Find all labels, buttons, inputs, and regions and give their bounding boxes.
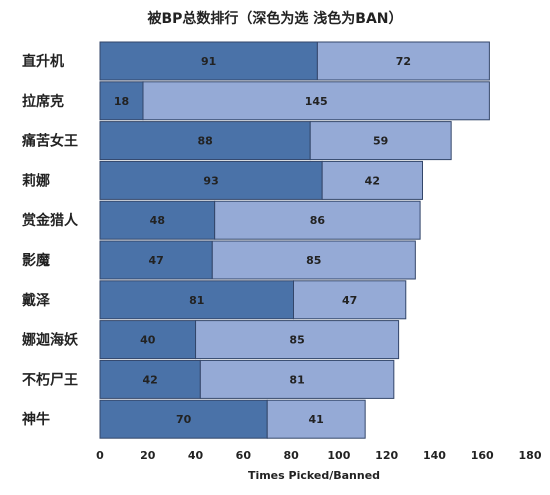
bar-value-label: 48: [150, 214, 165, 227]
x-tick-label: 180: [519, 449, 542, 462]
bar-segment-banned: [266, 399, 366, 439]
x-tick-label: 0: [96, 449, 104, 462]
category-label: 戴泽: [22, 292, 50, 309]
x-tick-label: 120: [375, 449, 398, 462]
category-label: 神牛: [22, 411, 50, 428]
bar-segment-picked: [99, 240, 213, 280]
bar-segment-picked: [99, 200, 216, 240]
bar-value-label: 88: [197, 135, 212, 148]
bar-segment-picked: [99, 399, 268, 439]
category-label: 赏金猎人: [22, 212, 79, 229]
category-label: 不朽尸王: [22, 371, 78, 388]
bar-segment-banned: [214, 200, 421, 240]
bar-value-label: 18: [114, 95, 129, 108]
category-label: 痛苦女王: [21, 133, 78, 150]
bar-segment-picked: [99, 160, 323, 200]
bar-segment-banned: [316, 41, 490, 81]
category-label: 拉席克: [22, 93, 64, 110]
bar-value-label: 42: [365, 174, 380, 187]
bar-value-label: 145: [305, 95, 328, 108]
bar-value-label: 70: [176, 413, 192, 426]
x-tick-label: 160: [471, 449, 494, 462]
category-label: 莉娜: [22, 172, 50, 189]
bar-value-label: 81: [289, 373, 304, 386]
bar-value-label: 85: [289, 334, 304, 347]
category-label: 娜迦海妖: [22, 332, 79, 349]
bar-segment-picked: [99, 280, 294, 320]
bar-value-label: 42: [143, 373, 158, 386]
x-axis-ticks: 0 20 40 60 80 100 120 140 160 180: [96, 449, 542, 462]
x-tick-label: 20: [140, 449, 156, 462]
bar-value-label: 59: [373, 135, 388, 148]
bar-segment-banned: [195, 320, 400, 360]
x-tick-label: 40: [188, 449, 204, 462]
bar-value-label: 47: [148, 254, 163, 267]
category-label: 直升机: [22, 53, 64, 70]
x-tick-label: 80: [283, 449, 299, 462]
bar-segment-picked: [99, 320, 197, 360]
x-tick-label: 140: [423, 449, 446, 462]
bar-value-label: 47: [342, 294, 357, 307]
bar-value-label: 81: [189, 294, 204, 307]
bar-segment-banned: [309, 121, 452, 161]
x-axis-title: Times Picked/Banned: [248, 469, 380, 482]
bar-value-label: 86: [310, 214, 326, 227]
x-tick-label: 60: [236, 449, 252, 462]
bar-value-label: 72: [396, 55, 411, 68]
bar-segment-banned: [293, 280, 407, 320]
bar-value-label: 41: [309, 413, 324, 426]
bar-value-label: 85: [306, 254, 321, 267]
bar-value-label: 93: [203, 174, 218, 187]
bars-layer: 91 72 18 145 88 59 93 42 48 86 47 85 81 47 40 85 42 81 70 4…: [99, 41, 490, 439]
bar-value-label: 40: [140, 334, 156, 347]
bar-segment-banned: [142, 81, 490, 121]
chart-title: 被BP总数排行（深色为选 浅色为BAN）: [147, 11, 403, 27]
category-label: 影魔: [22, 252, 51, 269]
x-tick-label: 100: [327, 449, 350, 462]
bar-segment-banned: [211, 240, 416, 280]
bar-segment-picked: [99, 121, 311, 161]
bar-value-label: 91: [201, 55, 216, 68]
bar-segment-banned: [321, 160, 423, 200]
bar-segment-banned: [199, 359, 395, 399]
